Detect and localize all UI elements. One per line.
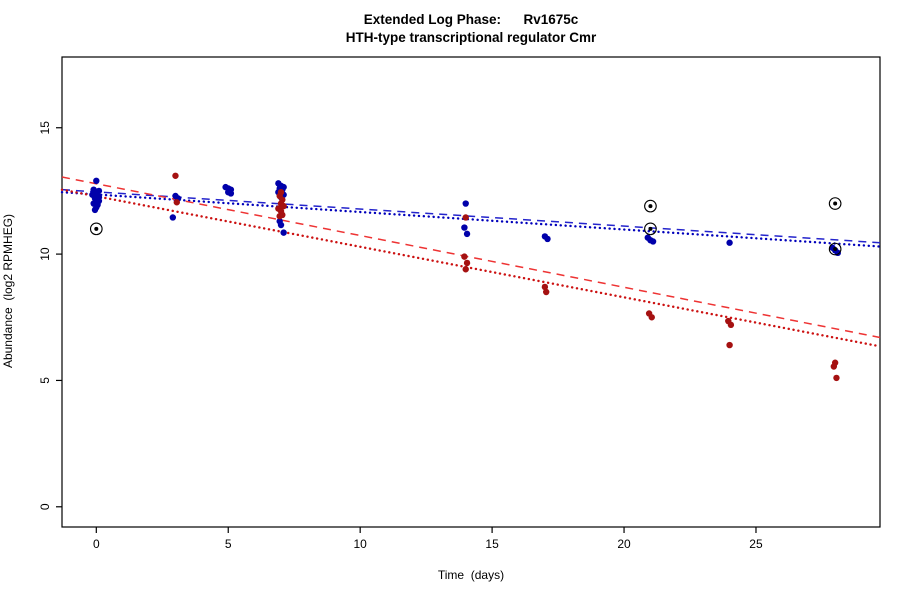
data-point-red-condition (173, 199, 180, 206)
chart-subtitle: HTH-type transcriptional regulator Cmr (345, 30, 597, 45)
data-point-blue-condition (227, 190, 235, 197)
data-point-blue-condition (169, 214, 177, 221)
data-point-blue-condition (93, 177, 100, 185)
outlier-point-dot (648, 226, 653, 231)
data-point-red-condition (462, 214, 469, 221)
data-point-blue-condition (726, 239, 733, 246)
data-point-red-condition (280, 202, 287, 210)
data-point-red-condition (172, 172, 179, 179)
data-point-red-condition (276, 212, 283, 220)
x-tick-label: 20 (617, 537, 631, 551)
blue-dashed-fit-line (61, 188, 881, 244)
x-tick-label: 15 (485, 537, 499, 551)
plot-box (61, 56, 881, 528)
data-point-blue-condition (91, 206, 99, 214)
data-point-red-condition (462, 266, 469, 273)
data-point-red-condition (727, 321, 735, 329)
data-point-blue-condition (463, 230, 471, 238)
outlier-point-circle (644, 222, 657, 236)
x-tick-label: 5 (225, 537, 232, 551)
chart-title: Extended Log Phase: Rv1675c (363, 12, 579, 27)
y-axis-label: Abundance (log2 RPMHEG) (1, 213, 15, 369)
data-point-red-condition (833, 374, 840, 382)
data-point-blue-condition (461, 224, 468, 231)
outlier-point-circle (828, 197, 842, 210)
outlier-point-dot (833, 247, 838, 252)
x-axis-label: Time (days) (437, 568, 505, 582)
data-point-blue-condition (280, 229, 287, 236)
outlier-point-dot (94, 226, 99, 231)
outlier-point-circle (89, 222, 103, 236)
y-tick-label: 15 (38, 121, 52, 135)
data-point-red-condition (830, 363, 838, 370)
data-point-red-condition (461, 253, 468, 260)
blue-dotted-fit-line (60, 190, 882, 248)
data-point-red-condition (463, 259, 471, 267)
outlier-point-dot (648, 204, 653, 209)
y-tick-label: 10 (38, 247, 52, 261)
data-point-red-condition (541, 283, 549, 291)
red-dotted-fit-line (60, 188, 882, 348)
data-point-blue-condition (277, 221, 285, 229)
data-point-red-condition (543, 288, 550, 296)
y-tick-label: 0 (38, 503, 52, 510)
data-point-red-condition (648, 314, 655, 321)
x-tick-label: 0 (93, 537, 100, 551)
x-tick-label: 25 (749, 537, 763, 551)
outlier-point-circle (828, 242, 842, 256)
data-point-blue-condition (462, 200, 469, 207)
outlier-point-dot (833, 201, 838, 206)
outlier-point-circle (644, 199, 657, 213)
data-point-red-condition (726, 341, 733, 349)
x-tick-label: 10 (353, 537, 367, 551)
y-tick-label: 5 (38, 377, 52, 384)
data-point-blue-condition (649, 238, 657, 245)
data-point-blue-condition (544, 235, 551, 243)
